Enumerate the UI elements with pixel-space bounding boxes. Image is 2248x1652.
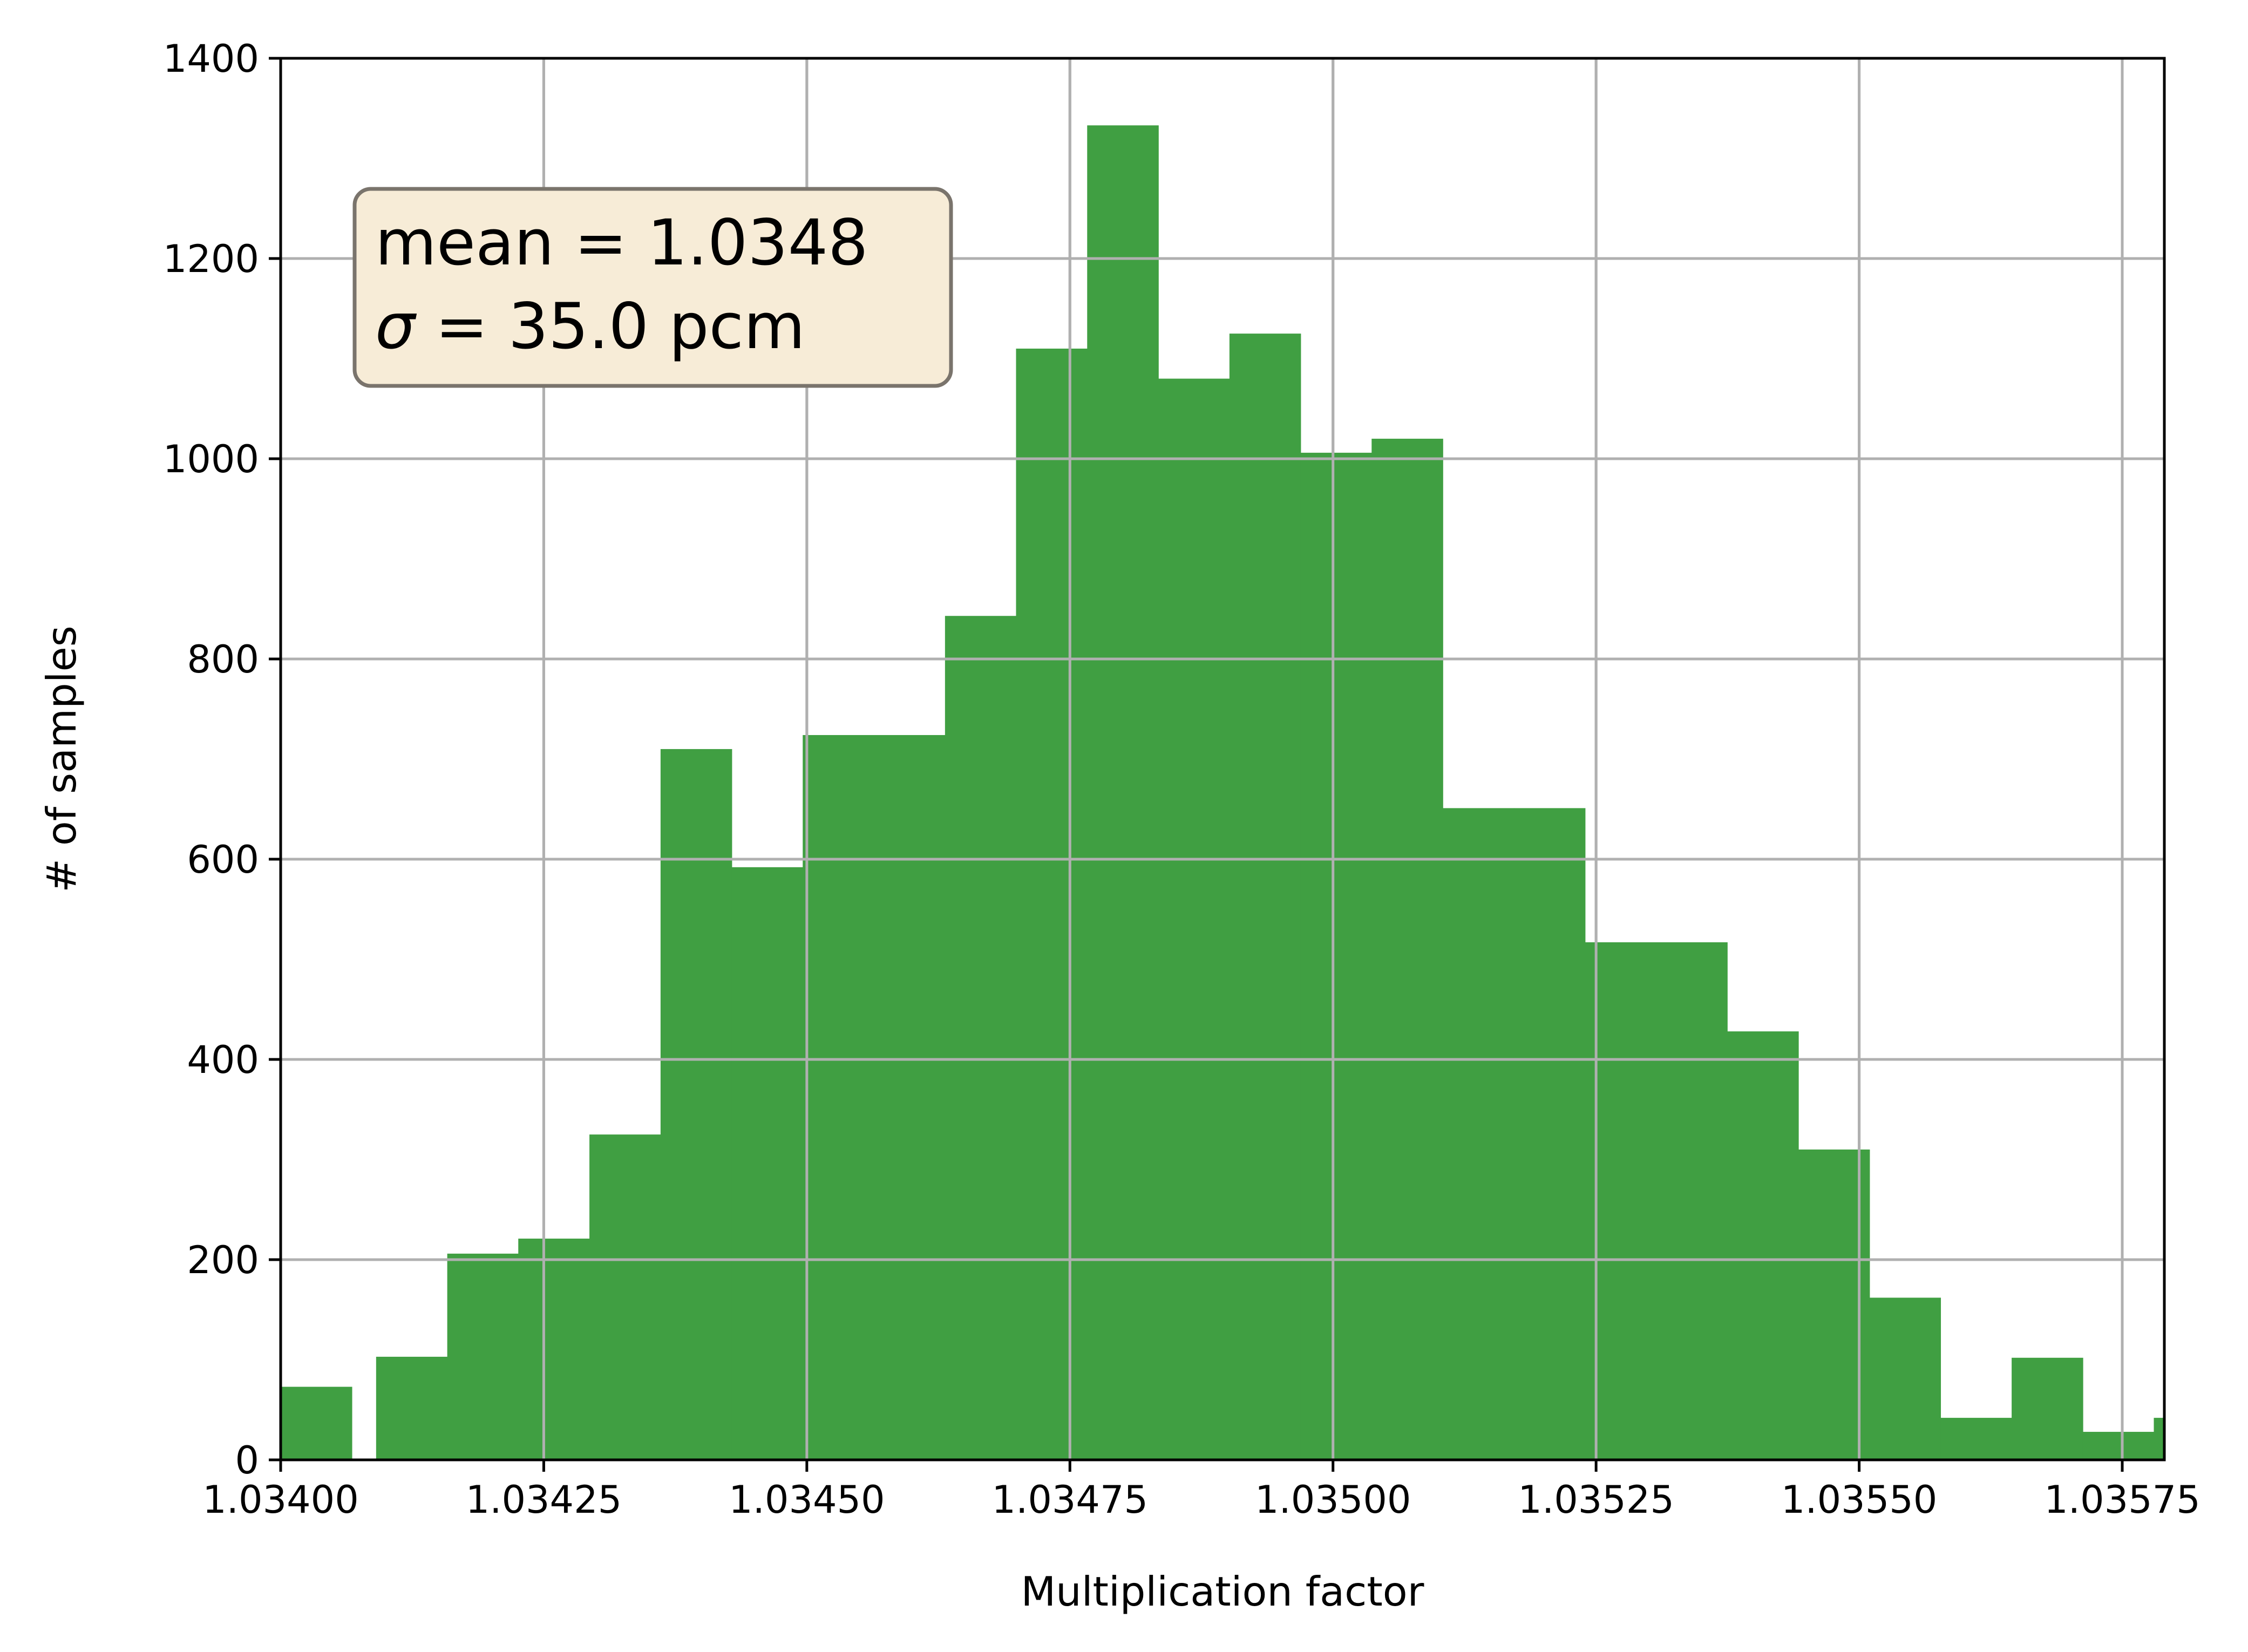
y-tick-label: 1000 — [163, 437, 259, 481]
y-tick-label: 1400 — [163, 37, 259, 81]
x-tick-label: 1.03450 — [729, 1478, 885, 1522]
histogram-bar — [1371, 438, 1443, 1460]
axis-ticks: 1.03400 1.03425 1.03450 1.03475 1.03500 1.035… — [163, 37, 2201, 1522]
x-axis-label: Multiplication factor — [1021, 1568, 1424, 1615]
histogram-bar — [281, 1386, 352, 1460]
histogram-bar — [1016, 348, 1088, 1460]
histogram-bar — [1087, 125, 1159, 1460]
y-axis-label: # of samples — [38, 626, 85, 893]
histogram-bar — [1656, 942, 1728, 1460]
x-tick-label: 1.03500 — [1255, 1478, 1411, 1522]
histogram-bar — [447, 1253, 519, 1460]
plot-frame — [279, 57, 2166, 1461]
stats-box-background — [352, 187, 953, 388]
x-tick-label: 1.03400 — [202, 1478, 358, 1522]
x-tick-label: 1.03525 — [1518, 1478, 1674, 1522]
x-tick-label: 1.03425 — [466, 1478, 622, 1522]
histogram-bar — [1869, 1297, 1941, 1460]
sigma-value: = 35.0 pcm — [415, 289, 805, 363]
histogram-bar — [731, 867, 804, 1460]
histogram-bar — [803, 735, 874, 1460]
histogram-bar — [1229, 334, 1301, 1460]
histogram-bar — [1300, 452, 1373, 1460]
y-tick-label: 800 — [187, 637, 259, 682]
histogram-bar — [376, 1356, 448, 1460]
histogram-bar — [1158, 378, 1230, 1460]
histogram-bars — [281, 125, 2165, 1460]
histogram-bar — [945, 616, 1017, 1460]
histogram-bar — [1940, 1418, 2012, 1460]
y-tick-label: 1200 — [163, 237, 259, 281]
histogram-bar — [1443, 808, 1514, 1460]
x-tick-label: 1.03475 — [992, 1478, 1148, 1522]
x-tick-label: 1.03550 — [1781, 1478, 1937, 1522]
histogram-bar — [518, 1239, 590, 1460]
histogram-bar — [2154, 1418, 2165, 1460]
y-tick-label: 200 — [187, 1238, 259, 1282]
y-tick-label: 600 — [187, 838, 259, 882]
y-tick-label: 0 — [235, 1438, 259, 1483]
stats-sigma-text: σ = 35.0 pcm — [375, 289, 805, 363]
histogram-bar — [2012, 1357, 2083, 1460]
sigma-symbol: σ — [375, 289, 417, 363]
stats-annotation-box: mean = 1.0348 σ = 35.0 pcm — [352, 187, 953, 388]
histogram-bar — [2082, 1432, 2155, 1460]
x-tick-label: 1.03575 — [2044, 1478, 2200, 1522]
histogram-bar — [874, 735, 946, 1460]
stats-mean-text: mean = 1.0348 — [375, 206, 868, 280]
histogram-bar — [660, 749, 732, 1460]
y-tick-label: 400 — [187, 1038, 259, 1082]
histogram-bar — [1513, 808, 1586, 1460]
histogram-bar — [1727, 1031, 1799, 1460]
grid-lines-overlay — [279, 57, 2164, 1461]
histogram-bar — [589, 1134, 661, 1460]
